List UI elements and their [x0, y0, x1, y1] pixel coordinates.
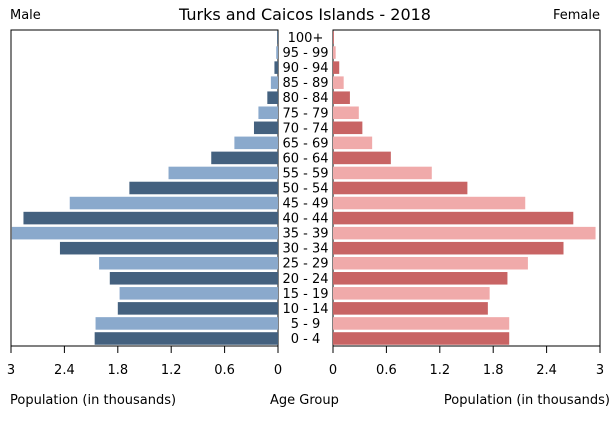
- age-group-label: 5 - 9: [291, 317, 321, 332]
- female-bar-5-9: [333, 317, 510, 330]
- female-bar-20-24: [333, 272, 508, 285]
- age-group-label: 0 - 4: [291, 332, 321, 347]
- male-bar-75-79: [258, 106, 278, 120]
- age-group-label: 70 - 74: [282, 121, 328, 136]
- male-bar-55-59: [168, 166, 278, 180]
- female-label: Female: [552, 8, 600, 23]
- female-bar-0-4: [333, 332, 510, 345]
- age-group-label: 10 - 14: [282, 302, 328, 317]
- x-tick-label-left: 0.6: [214, 363, 235, 378]
- male-bar-10-14: [117, 302, 278, 315]
- age-group-label: 75 - 79: [282, 106, 328, 121]
- x-axis-label-center: Age Group: [270, 393, 339, 408]
- female-bar-45-49: [333, 196, 526, 210]
- male-label: Male: [10, 8, 41, 23]
- x-tick-label-left: 1.8: [107, 363, 128, 378]
- female-bar-35-39: [333, 226, 596, 240]
- x-tick-label-right: 1.8: [483, 363, 504, 378]
- female-bar-65-69: [333, 136, 373, 150]
- female-bar-85-89: [333, 76, 344, 89]
- female-bar-10-14: [333, 302, 488, 315]
- female-bar-15-19: [333, 287, 490, 300]
- female-bar-75-79: [333, 106, 359, 120]
- age-group-label: 50 - 54: [282, 182, 328, 197]
- age-group-label: 55 - 59: [282, 166, 328, 181]
- male-bar-5-9: [95, 317, 278, 330]
- male-bar-45-49: [69, 196, 279, 210]
- age-group-label: 100+: [288, 31, 324, 46]
- age-group-label: 35 - 39: [282, 227, 328, 242]
- male-bar-35-39: [11, 226, 278, 240]
- age-group-label: 45 - 49: [282, 197, 328, 212]
- male-bar-80-84: [267, 91, 278, 104]
- age-group-label: 20 - 24: [282, 272, 328, 287]
- x-tick-label-right: 3: [596, 363, 604, 378]
- x-tick-label-right: 2.4: [536, 363, 557, 378]
- female-bar-70-74: [333, 121, 363, 135]
- male-bar-60-64: [211, 151, 278, 165]
- x-tick-label-right: 0.6: [376, 363, 397, 378]
- x-tick-label-left: 2.4: [54, 363, 75, 378]
- female-bar-25-29: [333, 256, 528, 270]
- female-bar-95-99: [333, 46, 336, 59]
- male-bar-70-74: [253, 121, 278, 135]
- female-bar-40-44: [333, 211, 574, 225]
- male-bar-90-94: [274, 61, 278, 74]
- age-group-label: 40 - 44: [282, 212, 328, 227]
- age-group-label: 85 - 89: [282, 76, 328, 91]
- female-bar-30-34: [333, 241, 564, 255]
- x-tick-label-left: 0: [274, 363, 282, 378]
- age-group-label: 30 - 34: [282, 242, 328, 257]
- male-bar-0-4: [94, 332, 278, 345]
- age-group-label: 80 - 84: [282, 91, 328, 106]
- male-bar-85-89: [270, 76, 278, 89]
- female-bar-100plus: [333, 31, 334, 44]
- male-bar-95-99: [276, 46, 278, 59]
- age-group-label: 60 - 64: [282, 151, 328, 166]
- x-axis-label-left: Population (in thousands): [10, 393, 177, 408]
- x-tick-label-left: 1.2: [161, 363, 182, 378]
- female-bar-80-84: [333, 91, 350, 104]
- male-bar-50-54: [129, 181, 278, 195]
- male-bar-65-69: [234, 136, 278, 150]
- x-axis-label-right: Population (in thousands): [443, 393, 610, 408]
- male-bar-20-24: [109, 272, 278, 285]
- female-bar-50-54: [333, 181, 468, 195]
- male-bar-40-44: [23, 211, 279, 225]
- age-group-label: 65 - 69: [282, 136, 328, 151]
- male-bar-100plus: [277, 31, 278, 44]
- age-group-label: 25 - 29: [282, 257, 328, 272]
- male-bar-30-34: [59, 241, 279, 255]
- male-bar-25-29: [99, 256, 278, 270]
- female-bar-60-64: [333, 151, 391, 165]
- x-tick-label-right: 1.2: [429, 363, 450, 378]
- female-bar-55-59: [333, 166, 432, 180]
- x-tick-label-right: 0: [329, 363, 337, 378]
- age-group-label: 15 - 19: [282, 287, 328, 302]
- age-group-label: 90 - 94: [282, 61, 328, 76]
- x-tick-label-left: 3: [7, 363, 15, 378]
- chart-title: Turks and Caicos Islands - 2018: [179, 5, 431, 24]
- female-bar-90-94: [333, 61, 340, 74]
- male-bar-15-19: [119, 287, 278, 300]
- age-group-label: 95 - 99: [282, 46, 328, 61]
